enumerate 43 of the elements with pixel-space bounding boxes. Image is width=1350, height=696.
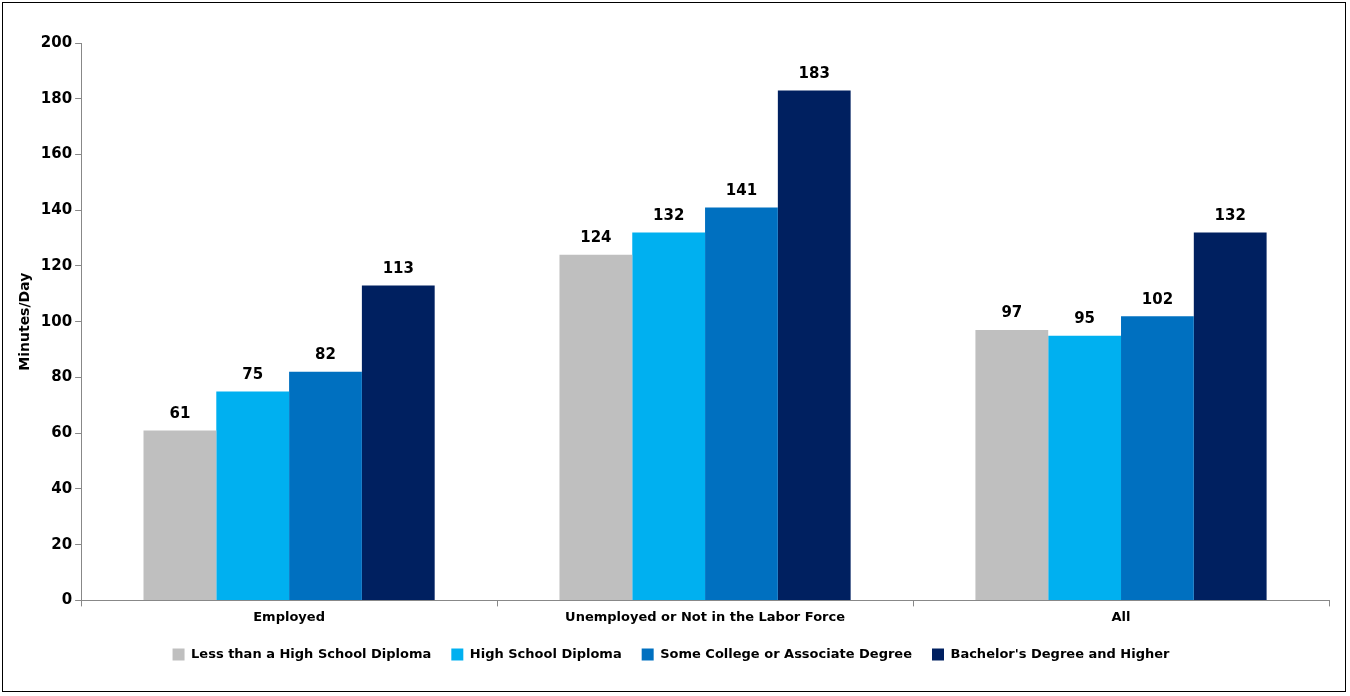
data-label: 113 [382,258,414,277]
data-label: 141 [725,180,758,199]
y-tick-label: 200 [40,32,73,51]
bar [216,391,290,600]
x-tick-label: Employed [253,608,325,624]
x-tick-label: Unemployed or Not in the Labor Force [565,608,846,624]
y-tick-label: 140 [40,200,73,219]
y-tick-label: 100 [40,311,73,330]
bar [143,430,217,600]
data-label: 75 [242,364,264,383]
y-tick-label: 20 [51,534,73,553]
y-tick-label: 60 [51,423,73,442]
bar [1121,316,1194,600]
data-label: 124 [580,228,612,247]
y-axis-title: Minutes/Day [16,272,33,371]
y-tick-label: 80 [51,367,73,386]
bar [632,232,706,600]
bar [559,254,633,600]
data-label: 132 [1214,205,1246,224]
bar [361,285,435,600]
y-tick-label: 180 [40,88,73,107]
y-tick-label: 160 [40,144,73,163]
bar [289,371,362,600]
legend-label: Bachelor's Degree and Higher [950,645,1171,661]
data-label: 95 [1074,309,1096,328]
data-label: 132 [653,205,685,224]
y-tick-label: 0 [61,590,73,609]
legend-label: Less than a High School Diploma [191,645,432,661]
bar [777,90,851,600]
bar [705,207,778,600]
data-label: 183 [798,63,830,82]
data-label: 97 [1001,303,1023,322]
y-tick-label: 40 [51,478,73,497]
data-label: 102 [1141,289,1174,308]
data-label: 82 [315,345,336,364]
y-tick-label: 120 [40,255,73,274]
bar [975,330,1049,600]
data-label: 61 [169,403,191,422]
x-tick-label: All [1111,608,1131,624]
legend-label: High School Diploma [469,645,622,661]
bar [1048,335,1122,600]
legend-label: Some College or Associate Degree [660,645,913,661]
bar [1193,232,1267,600]
